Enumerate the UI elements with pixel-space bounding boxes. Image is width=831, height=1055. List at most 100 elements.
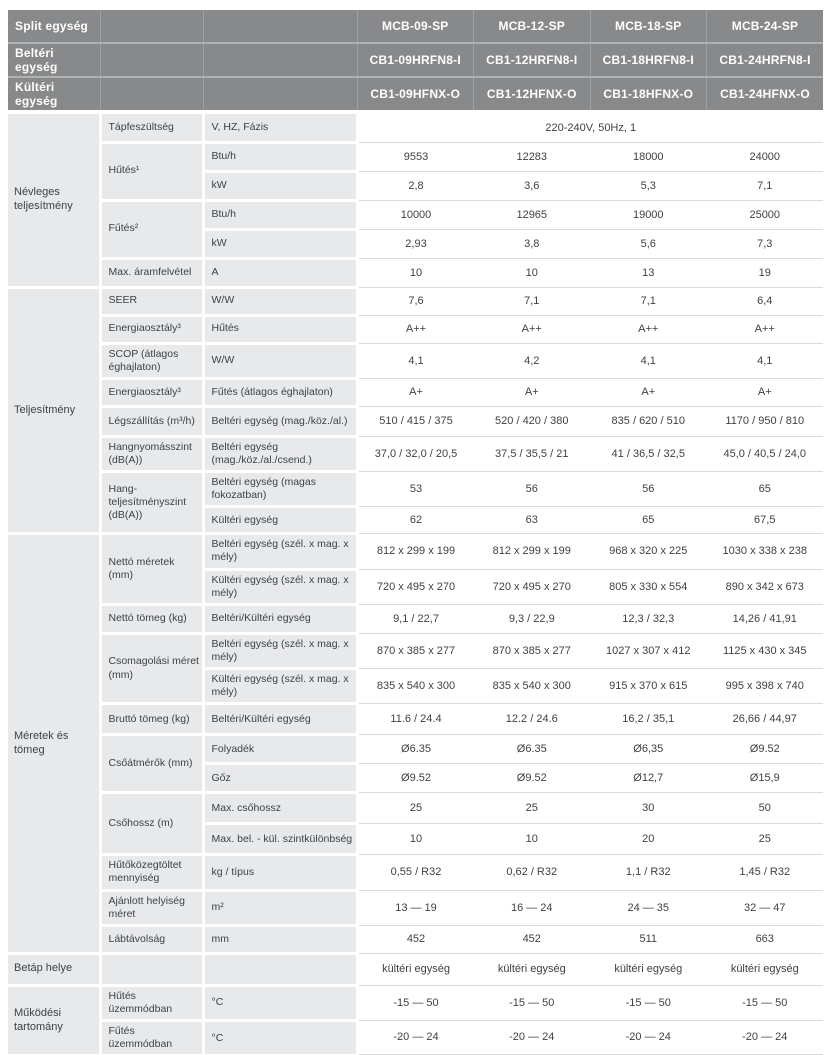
value-cell: Ø6.35	[473, 734, 590, 764]
spec-row: Kültéri egység 62 63 65 67,5	[8, 505, 823, 534]
param-label: Energiaosztály³	[100, 376, 205, 407]
spec-sheet: Split egység MCB-09-SP MCB-12-SP MCB-18-…	[8, 10, 823, 1055]
value-cell: Ø15,9	[706, 763, 823, 793]
value-cell: 1030 x 338 x 238	[706, 533, 823, 569]
unit-label: Beltéri/Kültéri egység	[203, 602, 359, 634]
value-cell: 7,1	[590, 286, 707, 315]
value-cell: 835 x 540 x 300	[473, 667, 590, 704]
model-name: CB1-18HRFN8-I	[589, 43, 707, 78]
spec-row: Teljesítmény SEER W/W 7,6 7,1 7,1 6,4	[8, 285, 823, 534]
param-label: Hűtőközegtöltet mennyiség	[100, 853, 205, 890]
value-cell: 720 x 495 x 270	[357, 568, 474, 605]
value-cell: 511	[590, 924, 707, 954]
model-name: MCB-09-SP	[356, 10, 474, 44]
value-cell: 25	[706, 823, 823, 855]
unit-label: W/W	[203, 285, 359, 315]
value-cell: A++	[706, 314, 823, 343]
param-label: Csőátmérők (mm)	[100, 733, 205, 793]
spec-row: Csőhossz (m) Max. csőhossz 25 25 30 50	[8, 791, 823, 855]
header-spacer	[99, 43, 203, 78]
value-cell: -20 — 24	[473, 1020, 590, 1055]
section-label: Működési tartomány	[8, 983, 102, 1055]
unit-label: W/W	[203, 341, 359, 379]
header-spacer	[202, 43, 357, 78]
value-cell: 56	[590, 470, 707, 507]
spec-row: Kültéri egység (szél. x mag. x mély) 835…	[8, 666, 823, 704]
spec-row: Csomagolási méret (mm) Beltéri egység (s…	[8, 631, 823, 704]
unit-label: m²	[203, 888, 359, 926]
model-name: CB1-18HFNX-O	[589, 77, 707, 114]
value-cell: 65	[706, 470, 823, 507]
value-cell: 10000	[357, 199, 474, 229]
value-cell: 0,55 / R32	[357, 854, 474, 890]
value-cell: 56	[473, 470, 590, 507]
value-cell: 835 / 620 / 510	[590, 405, 707, 437]
spec-row: Nettó tömeg (kg) Beltéri/Kültéri egység …	[8, 602, 823, 634]
value-cell: 12,3 / 32,3	[590, 603, 707, 634]
model-name: MCB-18-SP	[589, 10, 707, 44]
unit-label: Beltéri/Kültéri egység	[203, 702, 359, 735]
param-label: Csomagolási méret (mm)	[100, 631, 205, 704]
unit-label: Beltéri egység (mag./köz./al.)	[203, 404, 359, 437]
value-cell: 0,62 / R32	[473, 854, 590, 890]
value-cell: 10	[357, 257, 474, 287]
spec-row: Névleges teljesítmény Tápfeszültség V, H…	[8, 110, 823, 287]
value-cell: -20 — 24	[357, 1020, 474, 1055]
model-name: CB1-24HRFN8-I	[706, 43, 823, 78]
section-label: Teljesítmény	[8, 285, 102, 534]
value-cell: A++	[473, 314, 590, 343]
value-cell: 12283	[473, 141, 590, 171]
model-name: CB1-09HRFN8-I	[356, 43, 474, 78]
section-label: Méretek és tömeg	[8, 532, 102, 954]
param-label: Max. áramfelvétel	[100, 256, 205, 287]
spec-row: Kültéri egység (szél. x mag. x mély) 720…	[8, 567, 823, 605]
unit-label: Beltéri egység (mag./köz./al./csend.)	[203, 434, 359, 472]
value-cell: 7,1	[706, 170, 823, 200]
unit-label: Kültéri egység (szél. x mag. x mély)	[203, 666, 359, 704]
header-row-label: Kültéri egység	[8, 77, 100, 114]
spec-row: Működési tartomány Hűtés üzemmódban °C -…	[8, 983, 823, 1055]
spec-row: Max. áramfelvétel A 10 10 13 19	[8, 256, 823, 287]
value-cell: 4,1	[357, 342, 474, 379]
spec-row: Max. bel. - kül. szintkülönbség 10 10 20…	[8, 822, 823, 855]
param-label: Légszállítás (m³/h)	[100, 404, 205, 437]
value-cell: 19000	[590, 199, 707, 229]
value-cell: 663	[706, 924, 823, 954]
param-label: Fűtés²	[100, 198, 205, 258]
value-cell: 870 x 385 x 277	[357, 632, 474, 669]
value-cell: 67,5	[706, 506, 823, 534]
header-spacer	[202, 77, 357, 114]
value-cell: 37,5 / 35,5 / 21	[473, 435, 590, 472]
value-cell: 13 — 19	[357, 889, 474, 926]
unit-label: Fűtés (átlagos éghajlaton)	[203, 376, 359, 407]
unit-label: °C	[203, 983, 359, 1021]
value-cell: 2,8	[357, 170, 474, 200]
value-cell: 16,2 / 35,1	[590, 703, 707, 735]
value-cell: 50	[706, 792, 823, 824]
spec-row: SCOP (átlagos éghajlaton) W/W 4,1 4,2 4,…	[8, 341, 823, 379]
model-name: CB1-12HFNX-O	[473, 77, 590, 114]
value-cell: 720 x 495 x 270	[473, 568, 590, 605]
value-cell: Ø9.52	[357, 763, 474, 793]
spec-row: Energiaosztály³ Hűtés A++ A++ A++ A++	[8, 313, 823, 343]
value-cell: 16 — 24	[473, 889, 590, 926]
unit-label: °C	[203, 1019, 359, 1055]
value-cell: kültéri egység	[357, 952, 474, 986]
value-cell: 2,93	[357, 228, 474, 258]
unit-label: kW	[203, 227, 359, 258]
unit-label: Btu/h	[203, 198, 359, 229]
value-cell: 4,1	[706, 342, 823, 379]
value-cell: 1,45 / R32	[706, 854, 823, 890]
value-cell: 9,1 / 22,7	[357, 603, 474, 634]
value-cell: Ø6,35	[590, 734, 707, 764]
unit-label: Beltéri egység (szél. x mag. x mély)	[203, 631, 359, 669]
value-cell: 62	[357, 506, 474, 534]
value-cell: Ø12,7	[590, 763, 707, 793]
param-label: Hűtés¹	[100, 140, 205, 200]
value-cell: 7,6	[357, 286, 474, 315]
param-label: Csőhossz (m)	[100, 791, 205, 855]
header-spacer	[99, 77, 203, 114]
value-cell: 37,0 / 32,0 / 20,5	[357, 435, 474, 472]
spec-row: Légszállítás (m³/h) Beltéri egység (mag.…	[8, 404, 823, 437]
param-label: Nettó tömeg (kg)	[100, 602, 205, 634]
